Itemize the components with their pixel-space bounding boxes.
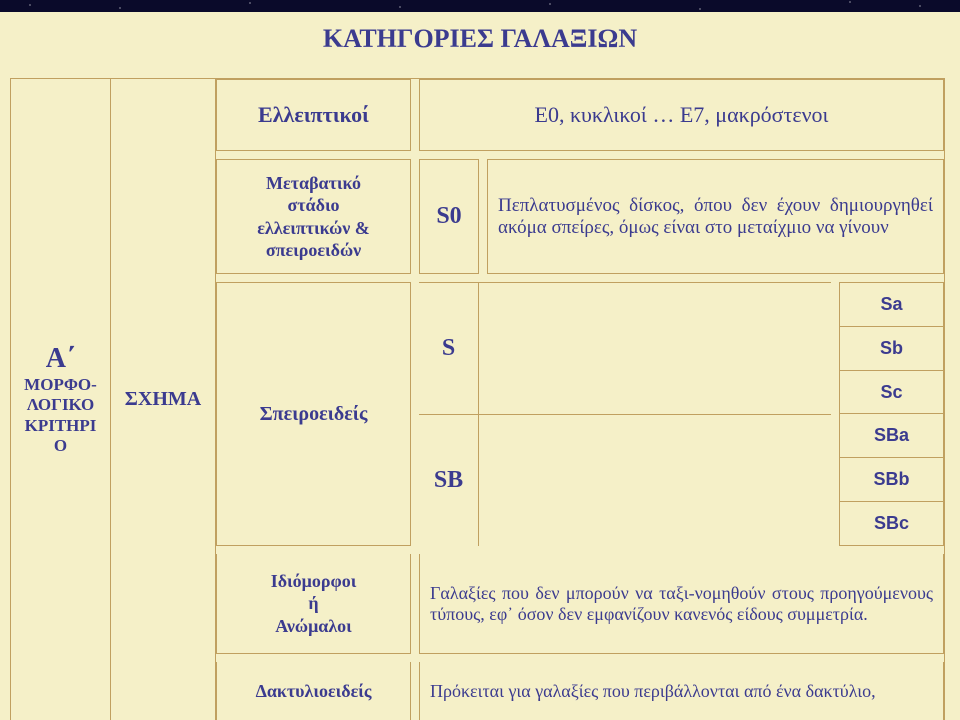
left-criterion-label: Α΄ ΜΟΡΦΟ- ΛΟΓΙΚΟ ΚΡΙΤΗΡΙ Ο — [11, 79, 111, 720]
shape-column-header: ΣΧΗΜΑ — [111, 79, 216, 720]
subtype-sc: Sc — [840, 371, 943, 415]
criterion-line: Ο — [54, 436, 67, 456]
spiral-label: Σπειροειδείς — [216, 282, 411, 546]
criterion-line: ΚΡΙΤΗΡΙ — [25, 416, 97, 436]
criterion-line: ΛΟΓΙΚΟ — [27, 395, 95, 415]
irregular-line: Ανώμαλοι — [275, 615, 352, 638]
row-ring: Δακτυλιοειδείς Πρόκειται για γαλαξίες πο… — [216, 662, 944, 720]
irregular-line: Ιδιόμορφοι — [271, 570, 357, 593]
s0-label: S0 — [419, 159, 479, 274]
ring-label: Δακτυλιοειδείς — [216, 662, 411, 720]
bottom-rows: Ιδιόμορφοι ή Ανώμαλοι Γαλαξίες που δεν μ… — [216, 554, 944, 720]
transitional-line: ελλειπτικών & — [257, 217, 370, 240]
subtype-sbc: SBc — [840, 502, 943, 545]
elliptical-label: Ελλειπτικοί — [216, 79, 411, 151]
subtype-sbb: SBb — [840, 458, 943, 502]
irregular-label: Ιδιόμορφοι ή Ανώμαλοι — [216, 554, 411, 654]
classification-table: Α΄ ΜΟΡΦΟ- ΛΟΓΙΚΟ ΚΡΙΤΗΡΙ Ο ΣΧΗΜΑ Ελλειπτ… — [10, 78, 945, 720]
categories-body: Ελλειπτικοί Ε0, κυκλικοί … Ε7, μακρόστεν… — [216, 79, 944, 720]
spiral-blank — [479, 415, 831, 546]
elliptical-desc: Ε0, κυκλικοί … Ε7, μακρόστενοι — [419, 79, 944, 151]
irregular-line: ή — [308, 592, 318, 615]
spiral-s-sb: S SB — [419, 282, 831, 546]
transitional-line: σπειροειδών — [266, 239, 361, 262]
page-title: ΚΑΤΗΓΟΡΙΕΣ ΓΑΛΑΞΙΩΝ — [0, 24, 960, 54]
transitional-line: στάδιο — [287, 194, 339, 217]
subtype-sb: Sb — [840, 327, 943, 371]
irregular-desc: Γαλαξίες που δεν μπορούν να ταξι-νομηθού… — [419, 554, 944, 654]
spiral-blank — [479, 283, 831, 414]
criterion-letter: Α΄ — [46, 343, 76, 375]
subtype-sa: Sa — [840, 283, 943, 327]
row-spiral: Σπειροειδείς S SB Sa Sb Sc — [216, 282, 944, 546]
criterion-line: ΜΟΡΦΟ- — [24, 375, 97, 395]
row-elliptical: Ελλειπτικοί Ε0, κυκλικοί … Ε7, μακρόστεν… — [216, 79, 944, 151]
subtype-sba: SBa — [840, 414, 943, 458]
transitional-label: Μεταβατικό στάδιο ελλειπτικών & σπειροει… — [216, 159, 411, 274]
transitional-line: Μεταβατικό — [266, 172, 361, 195]
sheet: ΚΑΤΗΓΟΡΙΕΣ ΓΑΛΑΞΙΩΝ Α΄ ΜΟΡΦΟ- ΛΟΓΙΚΟ ΚΡΙ… — [0, 12, 960, 720]
row-transitional: Μεταβατικό στάδιο ελλειπτικών & σπειροει… — [216, 159, 944, 274]
spiral-subtypes: Sa Sb Sc SBa SBb SBc — [839, 282, 944, 546]
transitional-desc: Πεπλατυσμένος δίσκος, όπου δεν έχουν δημ… — [487, 159, 944, 274]
row-irregular: Ιδιόμορφοι ή Ανώμαλοι Γαλαξίες που δεν μ… — [216, 554, 944, 654]
spiral-s: S — [419, 283, 479, 414]
spiral-sb: SB — [419, 415, 479, 546]
ring-desc: Πρόκειται για γαλαξίες που περιβάλλονται… — [419, 662, 944, 720]
